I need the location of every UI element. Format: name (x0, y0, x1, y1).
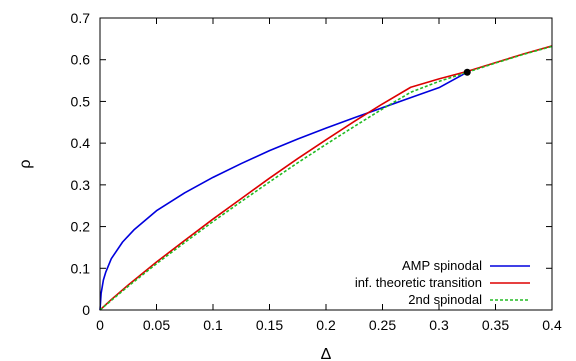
x-tick-label: 0.4 (542, 317, 562, 333)
x-tick-label: 0.35 (482, 317, 509, 333)
series-line-2 (99, 45, 553, 311)
legend-label-3: 2nd spinodal (408, 292, 482, 307)
x-tick-label: 0.2 (316, 317, 336, 333)
series-line-3 (99, 45, 553, 311)
y-tick-label: 0.5 (71, 93, 91, 109)
x-tick-label: 0 (96, 317, 104, 333)
y-tick-label: 0.1 (71, 260, 91, 276)
legend: AMP spinodal inf. theoretic transition 2nd… (355, 258, 530, 307)
series-line-1 (99, 71, 468, 311)
marker-point (463, 68, 471, 76)
x-axis-label: Δ (321, 346, 332, 361)
legend-label-2: inf. theoretic transition (355, 275, 482, 290)
legend-label-1: AMP spinodal (402, 258, 482, 273)
x-tick-label: 0.3 (429, 317, 449, 333)
marker-layer (463, 68, 471, 76)
x-tick-label: 0.25 (369, 317, 396, 333)
x-tick-label: 0.05 (143, 317, 170, 333)
plot-frame (99, 17, 553, 311)
x-tick-label: 0.15 (256, 317, 283, 333)
y-tick-label: 0.3 (71, 177, 91, 193)
y-tick-label: 0.7 (71, 10, 91, 26)
y-tick-label: 0.4 (71, 135, 91, 151)
y-tick-label: 0 (82, 302, 90, 318)
y-axis-label: ρ (17, 159, 34, 168)
series-layer (99, 45, 553, 311)
y-tick-label: 0.2 (71, 219, 91, 235)
y-tick-label: 0.6 (71, 52, 91, 68)
ticks-layer: 0 0.05 0.1 0.15 0.2 0.25 0.3 0.35 0.4 0 0.1 0.2 0.3 0… (71, 10, 562, 333)
x-tick-label: 0.1 (203, 317, 223, 333)
